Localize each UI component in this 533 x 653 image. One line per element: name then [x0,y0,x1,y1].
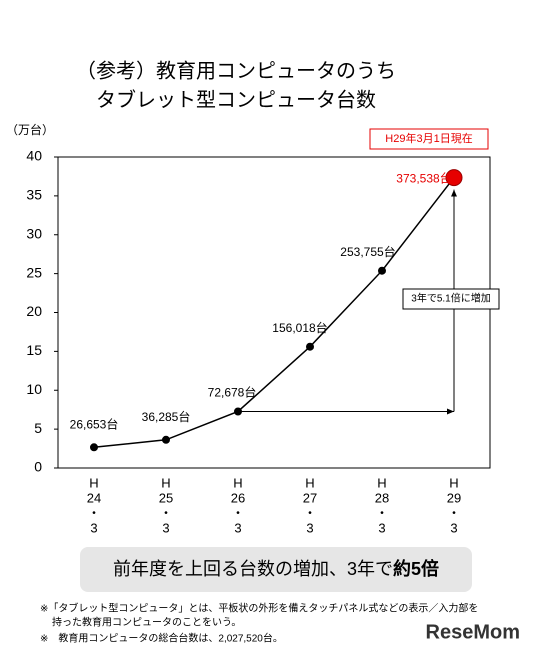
x-tick-label: 24 [87,490,101,505]
plot-frame [57,156,491,469]
x-tick-label: 3 [450,520,457,535]
x-tick-label: 25 [159,490,173,505]
x-tick-label: ・ [231,505,244,520]
x-tick-label: 27 [303,490,317,505]
banner [80,547,472,592]
marker [378,266,386,275]
value-label: 26,653台 [70,416,119,431]
growth-note: 3年で5.1倍に増加 [411,292,490,305]
y-tick-label: 0 [34,459,42,475]
y-tick-label: 35 [26,187,42,203]
x-tick-label: ・ [375,505,388,520]
x-tick-label: ・ [87,505,100,520]
date-note: H29年3月1日現在 [385,131,472,145]
x-tick-label: H [377,475,386,490]
x-tick-label: ・ [303,505,316,520]
x-tick-label: 26 [231,490,245,505]
marker [234,407,242,416]
footnote: ※ 教育用コンピュータの総合台数は、2,027,520台。 [40,632,283,645]
banner-main: 前年度を上回る台数の増加、3年で [113,559,393,579]
x-tick-label: H [161,475,170,490]
y-tick-label: 10 [26,381,42,397]
y-tick-label: 5 [34,420,42,436]
marker [90,443,98,452]
x-tick-label: 29 [447,490,461,505]
x-tick-label: 3 [306,520,313,535]
value-label: 373,538台 [396,171,451,186]
value-label: 156,018台 [272,320,327,335]
x-tick-label: H [449,475,458,490]
x-tick-label: 3 [162,520,169,535]
y-axis-label: （万台） [6,122,54,137]
marker [306,342,314,351]
x-tick-label: 3 [90,520,97,535]
banner-text: 前年度を上回る台数の増加、3年で約5倍 [113,558,439,579]
x-tick-label: 28 [375,490,389,505]
value-label: 36,285台 [142,409,191,424]
marker [445,169,463,187]
x-tick-label: H [233,475,242,490]
banner-emphasis: 約5倍 [393,558,439,579]
x-tick-label: ・ [159,505,172,520]
value-label: 253,755台 [340,244,395,259]
chart-title: タブレット型コンピュータ台数 [96,87,376,111]
logo: ReseMom [426,621,520,643]
y-tick-label: 30 [26,225,42,241]
y-tick-label: 40 [26,148,42,164]
marker [162,435,170,444]
x-tick-label: H [89,475,98,490]
footnote: ※「タブレット型コンピュータ」とは、平板状の外形を備えタッチパネル式などの表示／… [40,602,478,615]
x-tick-label: H [305,475,314,490]
footnote: 持った教育用コンピュータのことをいう。 [52,616,241,629]
date-note-box [369,128,489,150]
growth-note-box [402,288,500,310]
data-line [93,177,455,449]
x-tick-label: 3 [378,520,385,535]
x-tick-label: ・ [447,505,460,520]
chart-title: （参考）教育用コンピュータのうち [76,59,396,82]
x-tick-label: 3 [234,520,241,535]
y-tick-label: 25 [26,264,42,280]
value-label: 72,678台 [208,385,257,400]
y-tick-label: 15 [26,342,42,358]
y-tick-label: 20 [26,303,42,319]
